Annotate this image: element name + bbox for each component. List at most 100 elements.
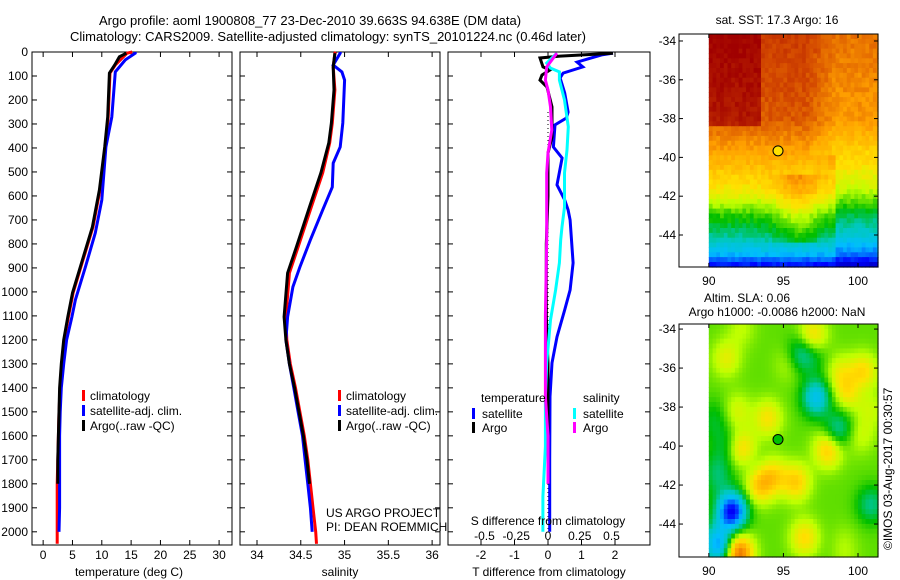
heatmap-cell — [854, 470, 859, 476]
heatmap-cell — [731, 218, 736, 224]
heatmap-cell — [753, 106, 758, 113]
heatmap-cell — [783, 82, 788, 88]
heatmap-cell — [716, 247, 721, 253]
heatmap-cell — [820, 367, 825, 374]
heatmap-cell — [727, 363, 732, 369]
heatmap-cell — [872, 328, 878, 335]
heatmap-cell — [850, 43, 855, 50]
heatmap-cell — [865, 203, 870, 210]
heatmap-cell — [861, 131, 866, 137]
heatmap-cell — [727, 68, 732, 74]
heatmap-cell — [805, 494, 811, 501]
heatmap-cell — [746, 72, 751, 79]
heatmap-cell — [817, 484, 822, 491]
lon-tick-label: 90 — [702, 274, 716, 288]
heatmap-cell — [708, 465, 714, 471]
heatmap-cell — [764, 489, 770, 496]
heatmap-cell — [843, 470, 848, 476]
heatmap-cell — [720, 237, 725, 244]
heatmap-cell — [787, 92, 792, 98]
heatmap-cell — [734, 262, 740, 268]
heatmap-cell — [828, 353, 833, 359]
heatmap-cell — [809, 92, 814, 98]
heatmap-cell — [839, 358, 844, 364]
heatmap-cell — [817, 228, 822, 234]
heatmap-cell — [817, 494, 822, 501]
heatmap-cell — [776, 460, 781, 466]
heatmap-cell — [787, 348, 792, 354]
heatmap-cell — [802, 165, 807, 171]
heatmap-cell — [753, 232, 758, 239]
x-tick-label: 34 — [250, 548, 264, 562]
heatmap-cell — [843, 237, 848, 244]
heatmap-cell — [828, 553, 833, 558]
heatmap-cell — [779, 87, 784, 93]
heatmap-cell — [738, 338, 743, 345]
heatmap-cell — [716, 528, 721, 535]
heatmap-cell — [831, 68, 837, 74]
heatmap-cell — [854, 135, 859, 142]
heatmap-cell — [779, 232, 784, 239]
heatmap-cell — [824, 38, 829, 45]
heatmap-cell — [734, 484, 740, 491]
heatmap-cell — [720, 184, 725, 190]
heatmap-cell — [749, 189, 755, 195]
heatmap-cell — [813, 324, 818, 330]
heatmap-cell — [817, 160, 822, 166]
heatmap-cell — [858, 445, 863, 452]
heatmap-cell — [794, 160, 799, 166]
heatmap-cell — [716, 198, 721, 205]
heatmap-cell — [865, 165, 870, 171]
heatmap-cell — [802, 72, 807, 79]
heatmap-cell — [787, 489, 792, 496]
heatmap-cell — [861, 43, 866, 50]
heatmap-cell — [779, 169, 784, 176]
heatmap-cell — [872, 504, 878, 510]
heatmap-cell — [738, 499, 743, 505]
heatmap-cell — [798, 165, 803, 171]
heatmap-cell — [779, 450, 784, 457]
heatmap-cell — [712, 553, 717, 558]
heatmap-cell — [820, 43, 825, 50]
heatmap-cell — [764, 338, 770, 345]
heatmap-cell — [761, 523, 766, 530]
heatmap-cell — [835, 38, 840, 45]
heatmap-cell — [723, 247, 729, 253]
heatmap-cell — [790, 455, 796, 462]
heatmap-cell — [805, 514, 811, 520]
heatmap-cell — [861, 174, 866, 181]
heatmap-cell — [854, 140, 859, 147]
heatmap-cell — [779, 43, 784, 50]
heatmap-cell — [846, 543, 852, 549]
heatmap-cell — [828, 406, 833, 413]
heatmap-cell — [776, 455, 781, 462]
argo-position-marker — [772, 145, 784, 157]
heatmap-cell — [850, 121, 855, 127]
heatmap-cell — [723, 455, 729, 462]
heatmap-cell — [779, 53, 784, 59]
heatmap-cell — [790, 465, 796, 471]
heatmap-cell — [764, 184, 770, 190]
heatmap-cell — [787, 174, 792, 181]
heatmap-cell — [843, 494, 848, 501]
heatmap-cell — [742, 126, 747, 132]
heatmap-cell — [831, 363, 837, 369]
heatmap-cell — [846, 377, 852, 384]
heatmap-cell — [734, 431, 740, 437]
heatmap-cell — [723, 169, 729, 176]
heatmap-cell — [835, 509, 840, 515]
heatmap-cell — [734, 77, 740, 84]
heatmap-cell — [723, 160, 729, 166]
heatmap-cell — [798, 363, 803, 369]
heatmap-cell — [854, 53, 859, 59]
heatmap-cell — [761, 402, 766, 408]
heatmap-cell — [858, 387, 863, 393]
heatmap-cell — [798, 519, 803, 525]
heatmap-cell — [716, 377, 721, 384]
heatmap-cell — [731, 353, 736, 359]
heatmap-cell — [850, 465, 855, 471]
heatmap-cell — [787, 150, 792, 156]
heatmap-cell — [761, 382, 766, 388]
heatmap-cell — [843, 548, 848, 554]
heatmap-cell — [824, 43, 829, 50]
